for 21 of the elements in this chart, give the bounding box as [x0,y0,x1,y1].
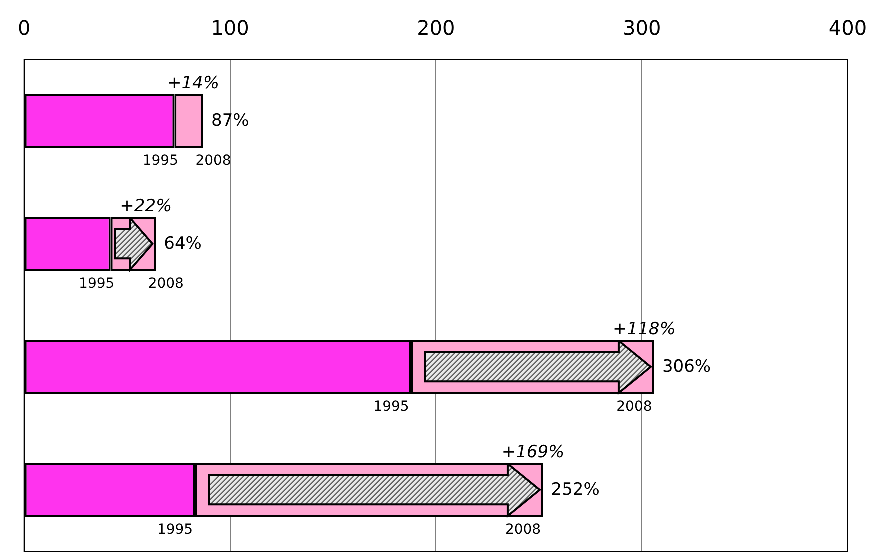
x-tick-label: 400 [828,16,868,40]
annotation: 2008 [196,153,232,170]
x-tick-label: 100 [211,16,250,40]
annotation: 2008 [148,276,184,292]
annotation: 2008 [616,399,652,416]
total-label: 64% [164,234,202,254]
x-tick-label: 200 [417,16,456,40]
x-tick-label: 0 [18,16,31,40]
total-label: 306% [662,356,712,377]
x-tick-label: 300 [622,16,662,40]
annotation: 1995 [79,276,115,292]
annotation: 1995 [157,522,194,538]
data-label: +14% [167,73,220,94]
total-label: 252% [551,480,600,500]
total-label: 87% [212,110,250,131]
data-label: +118% [613,319,676,340]
data-label: +22% [120,196,172,216]
annotation: 1995 [142,153,178,170]
annotation: 2008 [505,522,542,538]
annotation: 1995 [374,399,410,416]
data-label: +169% [502,442,565,462]
